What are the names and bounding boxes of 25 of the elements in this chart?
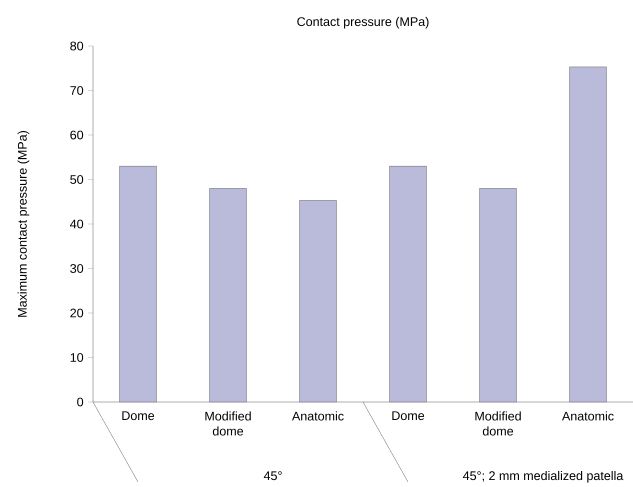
x-tick-label: Dome [122,411,154,420]
y-tick-label: 20 [70,308,84,318]
x-tick-label: Anatomic [562,411,614,421]
bar [479,188,517,402]
y-tick-label: 10 [70,353,84,362]
y-axis-title: Maximum contact pressure (MPa) [18,131,30,317]
y-tick-label: 50 [70,175,84,184]
y-tick-label: 60 [70,130,84,140]
y-tick-label: 0 [77,398,84,406]
bar [299,200,337,402]
y-tick-label: 40 [70,220,84,228]
chart-title: Contact pressure (MPa) [297,16,429,29]
bar [389,166,427,402]
text: 45°; 2 mm medialized patella [462,470,624,483]
x-tick-label: Modified dome [475,411,521,436]
y-tick-label: 70 [70,86,84,95]
bar [569,66,607,402]
text: 45° [264,471,282,480]
x-tick-label: Anatomic [292,411,344,421]
x-tick-label: Modified dome [205,411,251,436]
x-tick-label: Dome [392,411,424,420]
bar [209,188,247,402]
y-tick-label: 80 [70,42,84,50]
y-tick-label: 30 [70,264,84,273]
bar [119,166,157,402]
